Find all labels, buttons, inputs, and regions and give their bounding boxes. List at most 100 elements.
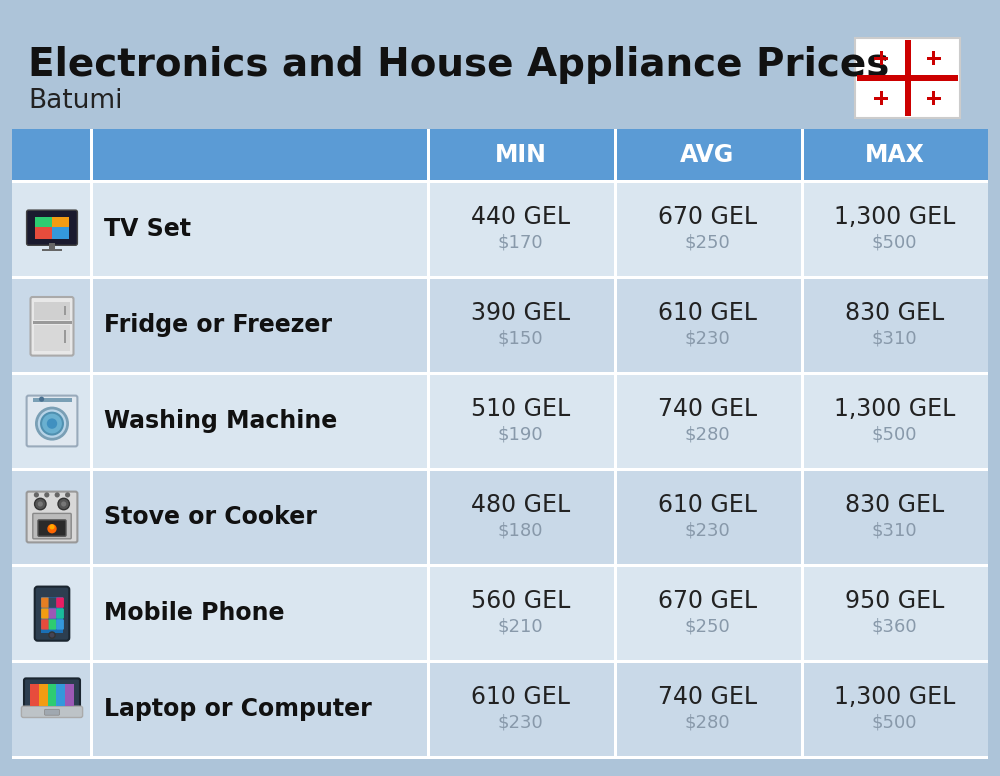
Text: $500: $500 bbox=[872, 426, 917, 444]
Circle shape bbox=[41, 413, 63, 435]
Text: $500: $500 bbox=[872, 234, 917, 252]
Bar bbox=[874, 57, 888, 60]
Text: MIN: MIN bbox=[495, 143, 546, 167]
Bar bbox=[30, 684, 39, 706]
Bar bbox=[880, 51, 883, 65]
Text: $230: $230 bbox=[498, 714, 543, 732]
Text: $190: $190 bbox=[498, 426, 543, 444]
Bar bbox=[801, 277, 804, 373]
Bar bbox=[12, 660, 988, 663]
Circle shape bbox=[35, 498, 46, 510]
Bar bbox=[427, 181, 430, 277]
FancyBboxPatch shape bbox=[35, 587, 69, 641]
Bar bbox=[12, 467, 988, 470]
FancyBboxPatch shape bbox=[56, 598, 64, 608]
Bar bbox=[34, 325, 70, 351]
Bar bbox=[34, 302, 70, 320]
Bar bbox=[32, 398, 72, 401]
FancyBboxPatch shape bbox=[49, 598, 56, 608]
Text: Electronics and House Appliance Prices: Electronics and House Appliance Prices bbox=[28, 46, 889, 84]
Text: $500: $500 bbox=[872, 714, 917, 732]
FancyBboxPatch shape bbox=[21, 706, 83, 718]
Bar bbox=[801, 565, 804, 661]
Bar bbox=[30, 684, 74, 706]
FancyBboxPatch shape bbox=[27, 396, 77, 446]
Text: $230: $230 bbox=[685, 330, 730, 348]
FancyBboxPatch shape bbox=[27, 210, 77, 245]
Bar bbox=[35, 217, 52, 227]
Bar bbox=[39, 684, 48, 706]
Text: MAX: MAX bbox=[865, 143, 924, 167]
Bar bbox=[12, 277, 988, 373]
Bar bbox=[801, 181, 804, 277]
Circle shape bbox=[55, 492, 60, 497]
Circle shape bbox=[36, 408, 68, 439]
Text: 390 GEL: 390 GEL bbox=[471, 301, 570, 325]
Text: $310: $310 bbox=[872, 330, 917, 348]
Bar bbox=[12, 756, 988, 758]
Text: 740 GEL: 740 GEL bbox=[658, 397, 757, 421]
Text: 830 GEL: 830 GEL bbox=[845, 301, 944, 325]
Bar bbox=[42, 249, 62, 251]
Bar bbox=[32, 321, 72, 324]
FancyBboxPatch shape bbox=[33, 514, 71, 539]
Bar bbox=[932, 91, 935, 105]
Bar bbox=[801, 129, 804, 181]
Bar bbox=[427, 129, 430, 181]
Bar bbox=[427, 565, 430, 661]
Bar bbox=[12, 181, 988, 277]
Bar bbox=[12, 373, 988, 469]
Text: 480 GEL: 480 GEL bbox=[471, 493, 570, 517]
Text: $310: $310 bbox=[872, 522, 917, 540]
Circle shape bbox=[38, 501, 43, 507]
Circle shape bbox=[49, 525, 55, 529]
Text: $280: $280 bbox=[685, 714, 730, 732]
Bar bbox=[41, 598, 63, 632]
Bar bbox=[614, 469, 617, 565]
Bar bbox=[12, 565, 988, 661]
Bar bbox=[614, 373, 617, 469]
Bar bbox=[927, 57, 941, 60]
Bar bbox=[12, 563, 988, 566]
Bar bbox=[427, 661, 430, 757]
Text: 740 GEL: 740 GEL bbox=[658, 685, 757, 709]
Bar bbox=[49, 244, 55, 250]
Bar bbox=[12, 661, 988, 757]
Text: $230: $230 bbox=[685, 522, 730, 540]
Circle shape bbox=[34, 492, 39, 497]
Circle shape bbox=[47, 418, 57, 429]
FancyBboxPatch shape bbox=[41, 619, 49, 629]
Bar bbox=[52, 217, 69, 227]
Text: 440 GEL: 440 GEL bbox=[471, 205, 570, 229]
Text: 610 GEL: 610 GEL bbox=[471, 685, 570, 709]
Text: 670 GEL: 670 GEL bbox=[658, 589, 757, 613]
Bar bbox=[857, 75, 958, 81]
Bar bbox=[35, 217, 69, 239]
FancyBboxPatch shape bbox=[41, 608, 49, 618]
FancyBboxPatch shape bbox=[44, 709, 60, 715]
FancyBboxPatch shape bbox=[49, 608, 56, 618]
FancyBboxPatch shape bbox=[56, 608, 64, 618]
Circle shape bbox=[61, 501, 66, 507]
Bar bbox=[64, 306, 66, 314]
Bar bbox=[48, 684, 56, 706]
Text: 1,300 GEL: 1,300 GEL bbox=[834, 397, 955, 421]
Text: 1,300 GEL: 1,300 GEL bbox=[834, 685, 955, 709]
Bar bbox=[12, 469, 988, 565]
Circle shape bbox=[39, 397, 44, 402]
Bar bbox=[427, 277, 430, 373]
Circle shape bbox=[58, 498, 69, 510]
Bar bbox=[801, 373, 804, 469]
Circle shape bbox=[49, 632, 55, 638]
FancyBboxPatch shape bbox=[27, 492, 77, 542]
Text: Mobile Phone: Mobile Phone bbox=[104, 601, 285, 625]
Text: 670 GEL: 670 GEL bbox=[658, 205, 757, 229]
Text: $180: $180 bbox=[498, 522, 543, 540]
Text: 510 GEL: 510 GEL bbox=[471, 397, 570, 421]
Text: $250: $250 bbox=[685, 234, 730, 252]
Text: Washing Machine: Washing Machine bbox=[104, 409, 337, 433]
Text: 950 GEL: 950 GEL bbox=[845, 589, 944, 613]
Bar bbox=[64, 331, 66, 343]
FancyBboxPatch shape bbox=[41, 598, 49, 608]
Bar bbox=[801, 469, 804, 565]
